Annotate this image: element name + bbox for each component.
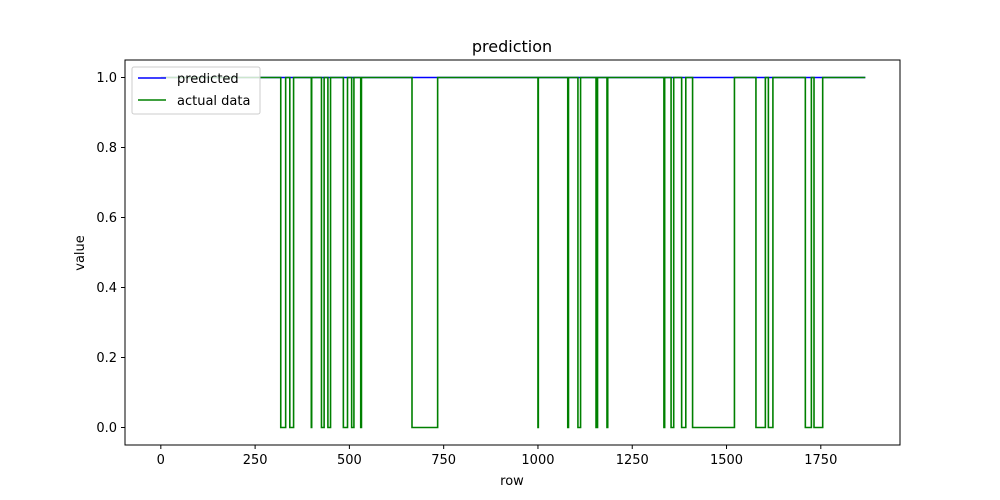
- y-tick-label: 0.8: [96, 141, 117, 156]
- x-tick-label: 250: [243, 453, 268, 468]
- y-tick-label: 1.0: [96, 71, 117, 86]
- x-tick-label: 1250: [616, 453, 649, 468]
- legend-label-actual: actual data: [177, 94, 250, 109]
- chart-title: prediction: [472, 37, 552, 56]
- x-axis-label: row: [500, 474, 524, 489]
- y-tick-label: 0.2: [96, 351, 117, 366]
- x-tick-label: 0: [157, 453, 165, 468]
- y-tick-label: 0.0: [96, 421, 117, 436]
- y-tick-label: 0.6: [96, 211, 117, 226]
- series-layer: [160, 76, 866, 429]
- series-line-actual-data: [160, 76, 866, 429]
- x-tick-label: 750: [431, 453, 456, 468]
- x-tick-label: 1500: [710, 453, 743, 468]
- y-axis: 0.0 0.2 0.4 0.6 0.8 1.0: [96, 71, 125, 436]
- x-tick-label: 500: [337, 453, 362, 468]
- y-tick-label: 0.4: [96, 281, 117, 296]
- legend: predicted actual data: [131, 66, 261, 115]
- legend-label-predicted: predicted: [177, 72, 239, 87]
- plot-frame: [124, 59, 901, 446]
- x-tick-label: 1750: [804, 453, 837, 468]
- y-axis-label: value: [73, 235, 88, 271]
- x-tick-label: 1000: [521, 453, 554, 468]
- x-axis: 0 250 500 750 1000 1250 1500 1750: [157, 445, 837, 468]
